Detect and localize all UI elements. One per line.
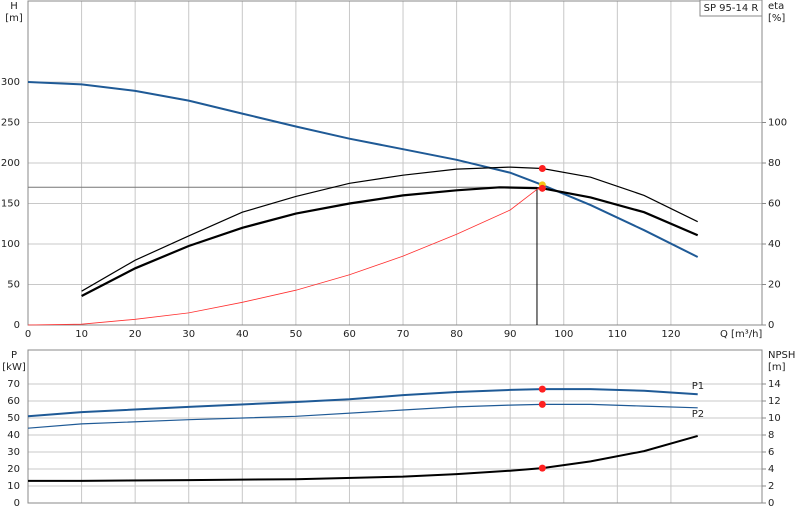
y2-axis-unit: [%]: [768, 13, 785, 24]
y-tick-label: 50: [7, 413, 20, 424]
duty-marker: [538, 164, 546, 172]
x-tick-label: 60: [343, 329, 356, 340]
x-tick-label: 40: [236, 329, 249, 340]
y2-tick-label: 80: [768, 158, 781, 169]
plot-frame: [27, 349, 763, 504]
y2-axis-label: eta: [768, 1, 784, 12]
x-tick-label: 80: [450, 329, 463, 340]
plot-frame: [27, 0, 763, 326]
y-tick-label: 70: [7, 379, 20, 390]
y-axis-label: H: [10, 1, 18, 12]
y-tick-label: 20: [7, 464, 20, 475]
y2-tick-label: 14: [768, 379, 781, 390]
y-axis-unit: [kW]: [2, 362, 26, 373]
curve: [81, 166, 698, 292]
y-axis-label: P: [11, 350, 17, 361]
y2-tick-label: 12: [768, 396, 781, 407]
y2-tick-label: 0: [768, 320, 774, 331]
x-tick-label: 90: [504, 329, 517, 340]
y-tick-label: 0: [14, 498, 20, 509]
y-axis-unit: [m]: [5, 13, 23, 24]
x-tick-label: 10: [75, 329, 88, 340]
x-tick-label: 50: [290, 329, 303, 340]
y-tick-label: 0: [14, 320, 20, 331]
y-tick-label: 40: [7, 430, 20, 441]
curve: [27, 81, 699, 258]
x-tick-label: 100: [554, 329, 573, 340]
y-tick-label: 30: [7, 447, 20, 458]
title-box: [699, 0, 763, 17]
x-tick-label: 0: [25, 329, 31, 340]
curve: [28, 434, 698, 482]
y2-axis-unit: [m]: [768, 362, 786, 373]
y2-tick-label: 100: [768, 118, 787, 129]
y2-tick-label: 40: [768, 239, 781, 250]
x-tick-label: 70: [397, 329, 410, 340]
y2-tick-label: 60: [768, 199, 781, 210]
x-tick-label: 30: [182, 329, 195, 340]
curve: [27, 403, 698, 429]
duty-marker: [538, 184, 546, 192]
y-tick-label: 10: [7, 481, 20, 492]
curve: [27, 388, 698, 418]
duty-marker: [538, 400, 546, 408]
y-tick-label: 300: [1, 77, 20, 88]
y-tick-label: 200: [1, 158, 20, 169]
y-tick-label: 150: [1, 199, 20, 210]
y-tick-label: 250: [1, 118, 20, 129]
x-tick-label: 20: [129, 329, 142, 340]
curve-label: P1: [692, 381, 704, 392]
duty-marker: [538, 385, 546, 393]
y2-tick-label: 10: [768, 413, 781, 424]
y2-tick-label: 0: [768, 498, 774, 509]
x-tick-label: 110: [608, 329, 627, 340]
y-tick-label: 100: [1, 239, 20, 250]
y2-tick-label: 8: [768, 430, 774, 441]
curve: [81, 186, 699, 297]
x-axis-label: Q [m³/h]: [720, 329, 762, 340]
curve: [27, 186, 540, 326]
y-tick-label: 60: [7, 396, 20, 407]
duty-marker: [538, 464, 546, 472]
y2-tick-label: 2: [768, 481, 774, 492]
x-tick-label: 120: [661, 329, 680, 340]
y2-tick-label: 4: [768, 464, 774, 475]
y2-axis-label: NPSH: [768, 350, 795, 361]
curve-label: P2: [692, 409, 704, 420]
chart-title: SP 95-14 R: [704, 3, 759, 14]
y2-tick-label: 6: [768, 447, 774, 458]
y-tick-label: 50: [7, 280, 20, 291]
y2-tick-label: 20: [768, 280, 781, 291]
